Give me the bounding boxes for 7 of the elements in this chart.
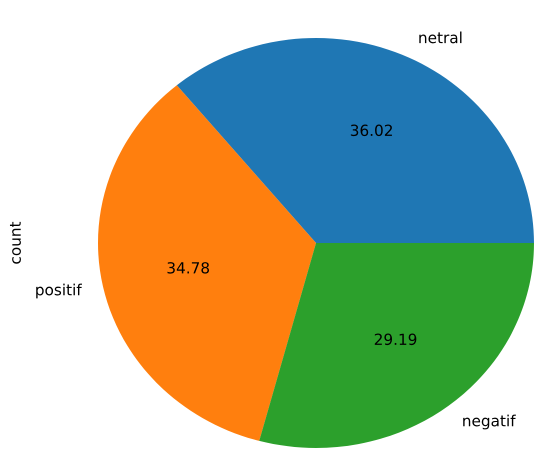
data-label: 36.02 xyxy=(350,124,392,136)
data-label: 29.19 xyxy=(374,334,416,346)
slice-label: netral xyxy=(419,31,462,44)
slice-label: positif xyxy=(36,284,82,298)
data-label: 34.78 xyxy=(167,262,210,274)
slice-label: negatif xyxy=(463,414,516,430)
text: count xyxy=(10,222,21,264)
